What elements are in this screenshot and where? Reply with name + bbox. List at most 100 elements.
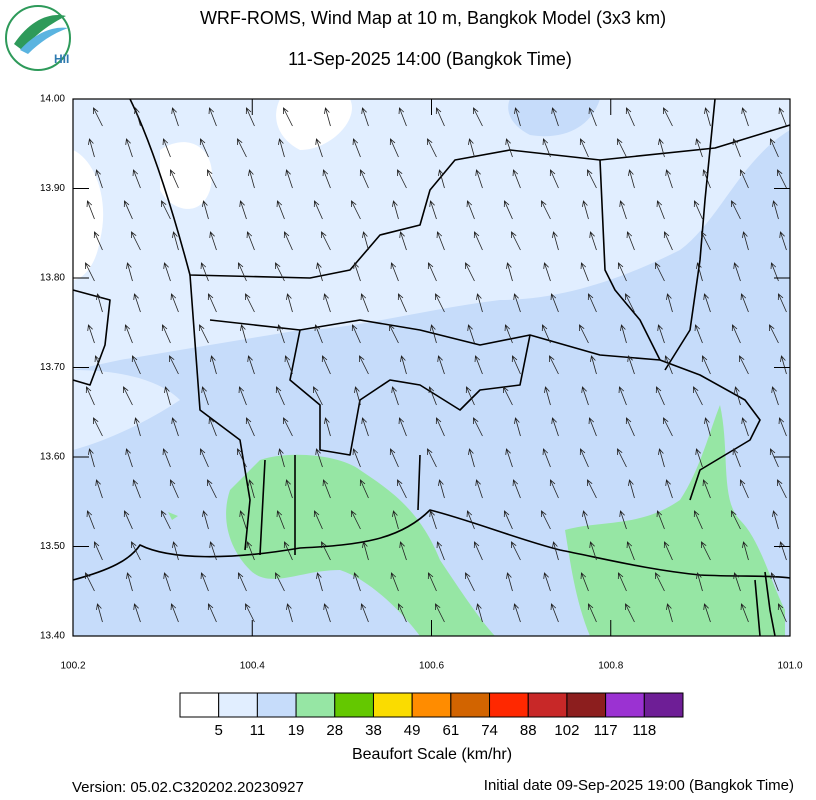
wind-arrow <box>96 603 103 623</box>
wind-arrow <box>589 541 597 561</box>
wind-arrow <box>780 355 787 375</box>
wind-arrow <box>170 293 179 313</box>
wind-arrow <box>314 324 323 344</box>
wind-arrow <box>702 169 711 189</box>
colorbar-label: 11 <box>250 722 266 739</box>
wind-arrow <box>359 479 369 499</box>
wind-arrow <box>655 386 665 406</box>
wind-arrow <box>201 386 209 406</box>
wind-arrow <box>436 231 445 251</box>
wind-arrow <box>361 417 369 437</box>
wind-arrow <box>503 510 513 530</box>
wind-arrow <box>161 510 171 530</box>
wind-arrow <box>389 448 399 468</box>
wind-arrow <box>247 355 255 375</box>
wind-arrow <box>731 200 741 220</box>
wind-arrow <box>625 293 635 313</box>
wind-arrow <box>543 572 551 592</box>
wind-arrow <box>626 541 635 561</box>
colorbar-box <box>334 692 374 718</box>
wind-arrow <box>666 293 673 313</box>
wind-arrow <box>741 107 749 127</box>
wind-arrow <box>237 262 247 282</box>
colorbar-label: 49 <box>404 722 421 739</box>
wind-arrow <box>542 448 551 468</box>
wind-arrow <box>581 386 589 406</box>
wind-arrow <box>172 541 179 561</box>
wind-arrow <box>465 572 475 592</box>
wind-arrow <box>360 293 369 313</box>
wind-arrow <box>625 603 635 623</box>
wind-arrow <box>590 355 597 375</box>
wind-arrow <box>579 448 589 468</box>
wind-arrow <box>628 169 635 189</box>
wind-arrow <box>208 107 217 127</box>
wind-arrow <box>694 324 703 344</box>
colorbar-label: 38 <box>365 722 382 739</box>
wind-arrow <box>473 231 483 251</box>
wind-arrow <box>353 262 361 282</box>
wind-arrow <box>315 138 323 158</box>
wind-arrow <box>627 355 635 375</box>
wind-arrow <box>86 200 95 220</box>
wind-arrow <box>551 107 559 127</box>
wind-arrow <box>352 448 361 468</box>
wind-arrow <box>313 386 323 406</box>
colorbar-box <box>218 692 258 718</box>
wind-arrow <box>283 231 293 251</box>
wind-arrow <box>161 324 171 344</box>
wind-arrow <box>283 107 293 127</box>
wind-arrow <box>315 448 323 468</box>
wind-arrow <box>132 479 141 499</box>
wind-arrow <box>665 479 673 499</box>
colorbar-label: 118 <box>632 722 656 739</box>
wind-arrow <box>275 262 285 282</box>
wind-arrow <box>625 417 635 437</box>
wind-arrow <box>656 200 665 220</box>
wind-arrow <box>473 417 483 437</box>
wind-arrow <box>435 107 445 127</box>
wind-arrow <box>88 138 95 158</box>
wind-arrow <box>628 479 635 499</box>
wind-arrow <box>587 603 597 623</box>
wind-arrow <box>133 603 141 623</box>
wind-arrow <box>468 448 475 468</box>
wind-arrow <box>163 572 171 592</box>
wind-arrow <box>435 603 445 623</box>
wind-arrow <box>617 572 627 592</box>
wind-arrow <box>511 231 521 251</box>
wind-arrow <box>777 169 787 189</box>
wind-arrow <box>283 417 293 437</box>
wind-arrow <box>587 169 597 189</box>
wind-arrow <box>505 448 513 468</box>
colorbar-box <box>605 692 645 718</box>
wind-arrow <box>582 200 589 220</box>
colorbar-box <box>411 692 452 718</box>
wind-arrow <box>701 231 711 251</box>
wind-arrow <box>85 572 95 592</box>
wind-arrow <box>618 386 627 406</box>
wind-arrow <box>126 262 133 282</box>
wind-arrow <box>543 262 551 282</box>
y-tick-label: 13.90 <box>40 183 65 194</box>
wind-arrow <box>666 603 673 623</box>
wind-arrow <box>579 138 589 158</box>
colorbar-box <box>566 692 607 718</box>
wind-arrow <box>731 324 741 344</box>
wind-arrow <box>427 138 437 158</box>
wind-arrow <box>588 107 597 127</box>
wind-arrow <box>466 200 475 220</box>
wind-arrow <box>95 479 103 499</box>
wind-arrow <box>207 293 217 313</box>
wind-arrow <box>511 355 521 375</box>
wind-arrow <box>435 293 445 313</box>
wind-arrow <box>617 138 627 158</box>
wind-arrow <box>695 448 703 468</box>
wind-arrow <box>278 448 285 468</box>
wind-arrow <box>587 479 597 499</box>
map <box>72 98 791 637</box>
wind-arrow <box>665 169 673 189</box>
wind-arrow <box>362 541 369 561</box>
wind-arrow <box>656 510 665 530</box>
